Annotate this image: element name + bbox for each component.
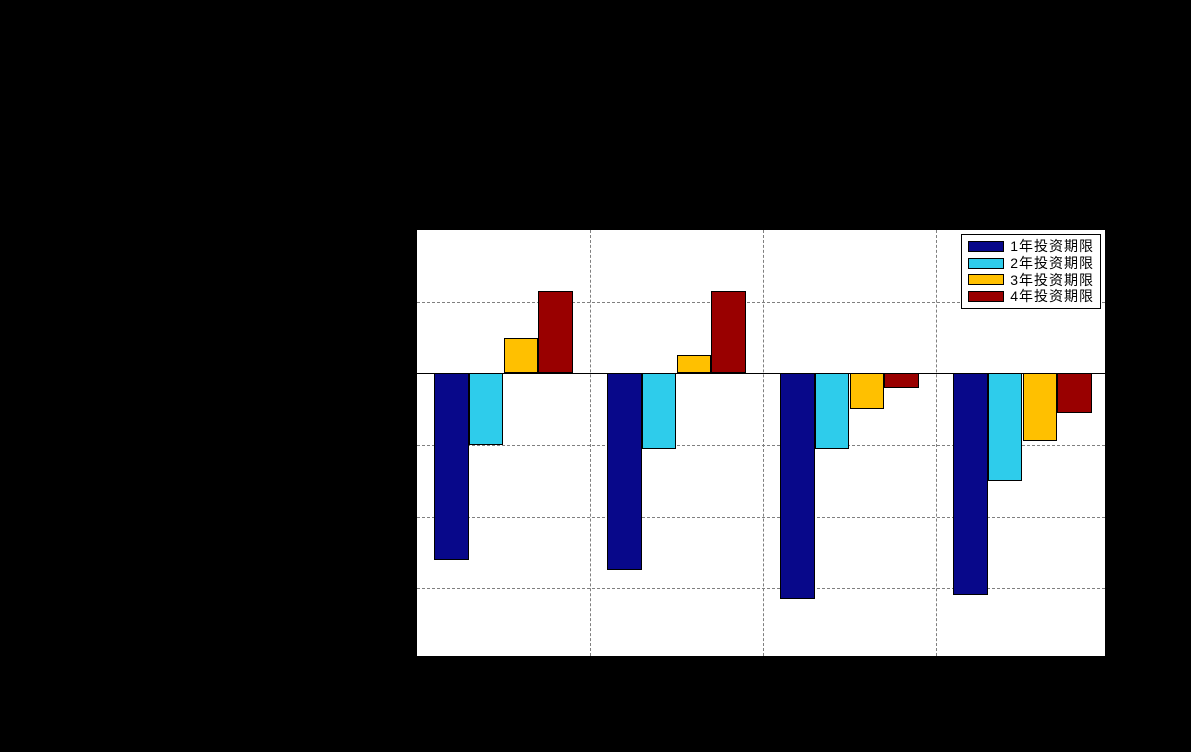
- bar: [711, 291, 746, 373]
- y-tick-label: -0.4: [385, 652, 409, 668]
- bar: [607, 373, 642, 570]
- legend-item: 4年投资期限: [968, 288, 1094, 305]
- bar: [884, 373, 919, 387]
- legend-swatch: [968, 291, 1004, 302]
- bar: [504, 338, 539, 374]
- x-tick-label: PB: [1013, 662, 1032, 678]
- plot-area: -0.4-0.3-0.2-0.100.10.2PEPEGPSPB1年投资期限2年…: [415, 228, 1107, 658]
- bar: [815, 373, 850, 448]
- bar: [538, 291, 573, 373]
- legend-label: 1年投资期限: [1010, 238, 1094, 255]
- gridline-vertical: [590, 230, 591, 656]
- gridline-horizontal: [417, 588, 1105, 589]
- y-tick-label: 0.2: [390, 222, 409, 238]
- legend-item: 2年投资期限: [968, 255, 1094, 272]
- legend-item: 3年投资期限: [968, 272, 1094, 289]
- y-axis-label: 平均提升幅度: [335, 395, 359, 491]
- x-tick-label: PEG: [662, 662, 692, 678]
- bar: [434, 373, 469, 559]
- y-tick-label: 0.1: [390, 294, 409, 310]
- gridline-horizontal: [417, 517, 1105, 518]
- bar: [1057, 373, 1092, 412]
- bar: [850, 373, 885, 409]
- bar: [677, 355, 712, 373]
- y-tick-label: -0.1: [385, 437, 409, 453]
- bar: [780, 373, 815, 599]
- gridline-vertical: [763, 230, 764, 656]
- bar: [1023, 373, 1058, 441]
- gridline-vertical: [936, 230, 937, 656]
- y-tick-label: 0: [401, 365, 409, 381]
- legend-swatch: [968, 241, 1004, 252]
- legend-label: 3年投资期限: [1010, 272, 1094, 289]
- chart-container: -0.4 -0.3 -0.2 -0.1 0 0.1 0.2 PE PEG PS PB 1年投资期限2年…: [0, 0, 1191, 752]
- legend-label: 2年投资期限: [1010, 255, 1094, 272]
- x-tick-label: PS: [840, 662, 859, 678]
- legend-item: 1年投资期限: [968, 238, 1094, 255]
- y-tick-label: -0.2: [385, 509, 409, 525]
- legend-swatch: [968, 274, 1004, 285]
- legend-swatch: [968, 258, 1004, 269]
- legend: 1年投资期限2年投资期限3年投资期限4年投资期限: [961, 234, 1101, 309]
- y-tick-label: -0.3: [385, 580, 409, 596]
- x-tick-label: PE: [494, 662, 513, 678]
- bar: [642, 373, 677, 448]
- legend-label: 4年投资期限: [1010, 288, 1094, 305]
- bar: [469, 373, 504, 445]
- bar: [988, 373, 1023, 481]
- bar: [953, 373, 988, 595]
